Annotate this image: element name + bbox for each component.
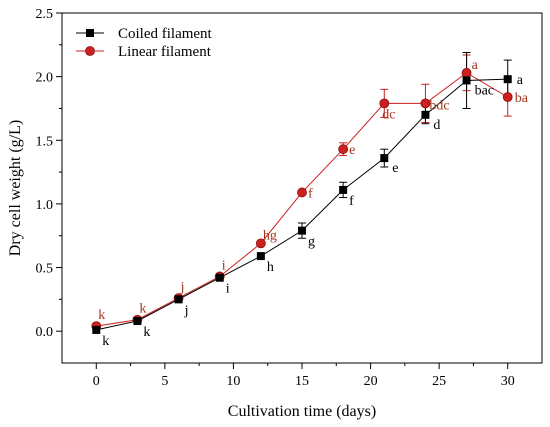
data-label-coiled: i [226,282,230,297]
x-tick-label: 10 [226,374,240,389]
data-label-coiled: j [184,303,189,318]
data-label-linear: f [308,186,313,201]
data-point-linear [379,98,390,109]
data-point-coiled [503,75,512,84]
data-label-linear: k [139,302,146,317]
data-point-linear [502,92,513,102]
data-label-linear: i [222,258,226,273]
data-label-linear: ba [515,91,529,106]
data-point-linear [255,238,266,249]
data-point-coiled [92,325,101,334]
data-label-coiled: h [267,260,274,275]
data-label-coiled: d [433,118,440,133]
data-label-linear: dc [382,107,395,122]
data-label-coiled: g [308,235,315,250]
data-label-linear: k [98,308,105,323]
x-tick-label: 25 [432,374,446,389]
x-axis-label: Cultivation time (days) [228,403,376,420]
tick-labels: 0 5 10 15 20 25 30 0.0 0.5 1.0 1.5 2.0 2.5 [36,7,515,389]
series-line-coiled [96,78,508,331]
data-label-coiled: bac [475,83,494,98]
y-tick-label: 2.0 [36,71,54,86]
data-label-coiled: e [392,161,398,176]
data-label-coiled: k [102,334,109,349]
data-point-coiled [133,317,142,325]
axes [56,12,543,369]
data-point-coiled [380,154,389,163]
y-tick-label: 0.5 [36,262,54,277]
legend: Coiled filament Linear filament [76,26,213,60]
data-point-linear [420,98,431,109]
x-tick-label: 0 [93,374,100,389]
data-label-linear: j [180,280,185,295]
data-point-coiled [421,110,430,119]
data-point-coiled [174,295,183,304]
y-tick-label: 1.5 [36,134,54,149]
legend-marker-linear [85,46,95,56]
data-point-linear [338,144,349,155]
data-point-coiled [298,226,306,235]
data-point-coiled [339,185,348,194]
data-markers [91,67,513,334]
x-tick-label: 30 [501,374,515,389]
data-point-coiled [215,273,224,282]
data-label-coiled: f [349,194,354,209]
data-point-linear [297,187,307,198]
legend-label-linear: Linear filament [118,44,212,60]
data-label-linear: a [472,58,479,73]
data-point-coiled [256,252,265,261]
data-label-coiled: a [517,73,524,88]
legend-label-coiled: Coiled filament [118,26,213,42]
data-label-linear: hg [263,228,277,243]
data-point-coiled [462,76,471,85]
x-tick-label: 5 [161,374,168,389]
legend-marker-coiled [86,29,94,37]
y-tick-label: 2.5 [36,7,54,22]
data-label-linear: e [349,143,355,158]
data-point-linear [461,67,472,78]
x-tick-label: 15 [295,374,309,389]
data-label-coiled: k [143,325,150,340]
y-tick-label: 1.0 [36,198,54,213]
y-tick-label: 0.0 [36,325,54,340]
x-tick-label: 20 [364,374,378,389]
data-label-linear: bdc [429,98,449,113]
y-axis-label: Dry cell weight (g/L) [7,120,24,256]
